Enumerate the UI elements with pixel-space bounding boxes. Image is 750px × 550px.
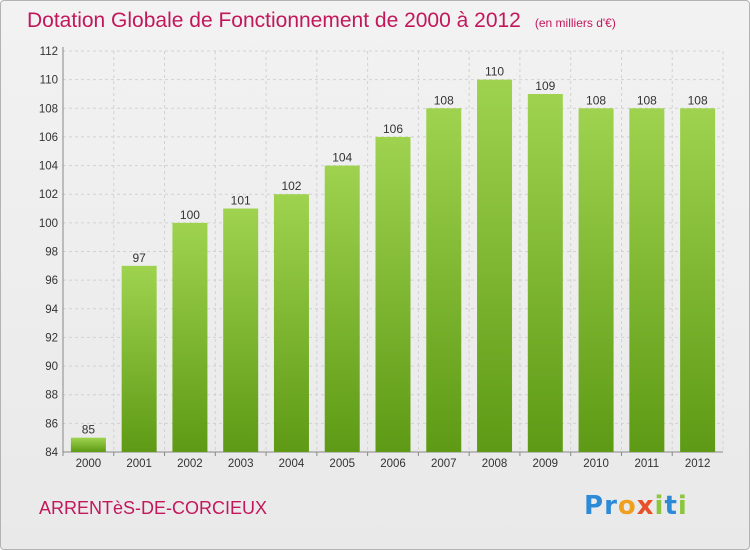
value-label-2001: 97 [132, 251, 146, 265]
y-tick-label: 88 [45, 390, 58, 402]
value-label-2000: 85 [82, 423, 96, 437]
bar-2008 [477, 79, 513, 453]
value-label-2008: 110 [485, 65, 504, 79]
value-label-2005: 104 [332, 151, 352, 165]
value-label-2007: 108 [434, 93, 454, 107]
chart-unit-note: (en milliers d'€) [534, 16, 616, 30]
bar-2009 [527, 93, 563, 452]
bar-2007 [426, 108, 462, 453]
y-tick-label: 100 [39, 218, 58, 230]
y-tick-label: 94 [45, 304, 58, 316]
x-tick-label-2010: 2010 [583, 458, 609, 470]
y-tick-label: 102 [39, 189, 58, 201]
bar-2004 [273, 194, 309, 452]
y-tick-label: 84 [45, 447, 58, 459]
bar-2006 [375, 136, 411, 452]
y-tick-label: 86 [45, 418, 58, 430]
labels: 85 2000 97 2001 100 2002 101 2003 102 2004 104 2005… [76, 65, 711, 470]
y-tick-label: 104 [39, 161, 59, 173]
x-tick-label-2002: 2002 [177, 458, 203, 470]
x-tick-label-2007: 2007 [431, 458, 457, 470]
bar-2000 [70, 437, 106, 452]
y-tick-label: 106 [39, 132, 58, 144]
proxiti-logo: Proxiti [584, 491, 688, 521]
x-tick-label-2004: 2004 [279, 458, 305, 470]
bar-2010 [578, 108, 614, 453]
value-label-2002: 100 [180, 208, 200, 222]
x-tick-label-2009: 2009 [533, 458, 559, 470]
x-tick-label-2003: 2003 [228, 458, 254, 470]
x-tick-label-2008: 2008 [482, 458, 508, 470]
y-tick-label: 112 [40, 46, 58, 58]
x-tick-label-2012: 2012 [685, 458, 711, 470]
y-tick-label: 98 [45, 247, 58, 259]
bar-2003 [223, 208, 259, 452]
x-tick-label-2000: 2000 [76, 458, 102, 470]
y-tick-label: 108 [39, 103, 58, 115]
value-label-2004: 102 [281, 179, 301, 193]
x-tick-label-2011: 2011 [634, 458, 659, 470]
y-tick-label: 110 [40, 75, 58, 87]
chart-title: Dotation Globale de Fonctionnement de 20… [27, 9, 616, 33]
bar-2005 [324, 165, 360, 453]
bar-2001 [121, 265, 157, 452]
y-tick-label: 96 [45, 275, 58, 287]
chart-title-text: Dotation Globale de Fonctionnement de 20… [27, 9, 521, 32]
y-tick-label: 92 [45, 332, 58, 344]
value-label-2011: 108 [637, 93, 657, 107]
value-label-2003: 101 [231, 194, 251, 208]
value-label-2010: 108 [586, 93, 606, 107]
x-tick-label-2006: 2006 [380, 458, 406, 470]
bar-2011 [629, 108, 665, 453]
x-tick-label-2001: 2001 [126, 458, 152, 470]
bar-2012 [680, 108, 716, 453]
x-tick-label-2005: 2005 [329, 458, 355, 470]
bar-2002 [172, 222, 208, 452]
bars [70, 79, 716, 453]
y-tick-label: 90 [45, 361, 58, 373]
value-label-2009: 109 [535, 79, 555, 93]
value-label-2012: 108 [688, 93, 708, 107]
commune-name: ARRENTèS-DE-CORCIEUX [39, 498, 268, 518]
value-label-2006: 106 [383, 122, 403, 136]
